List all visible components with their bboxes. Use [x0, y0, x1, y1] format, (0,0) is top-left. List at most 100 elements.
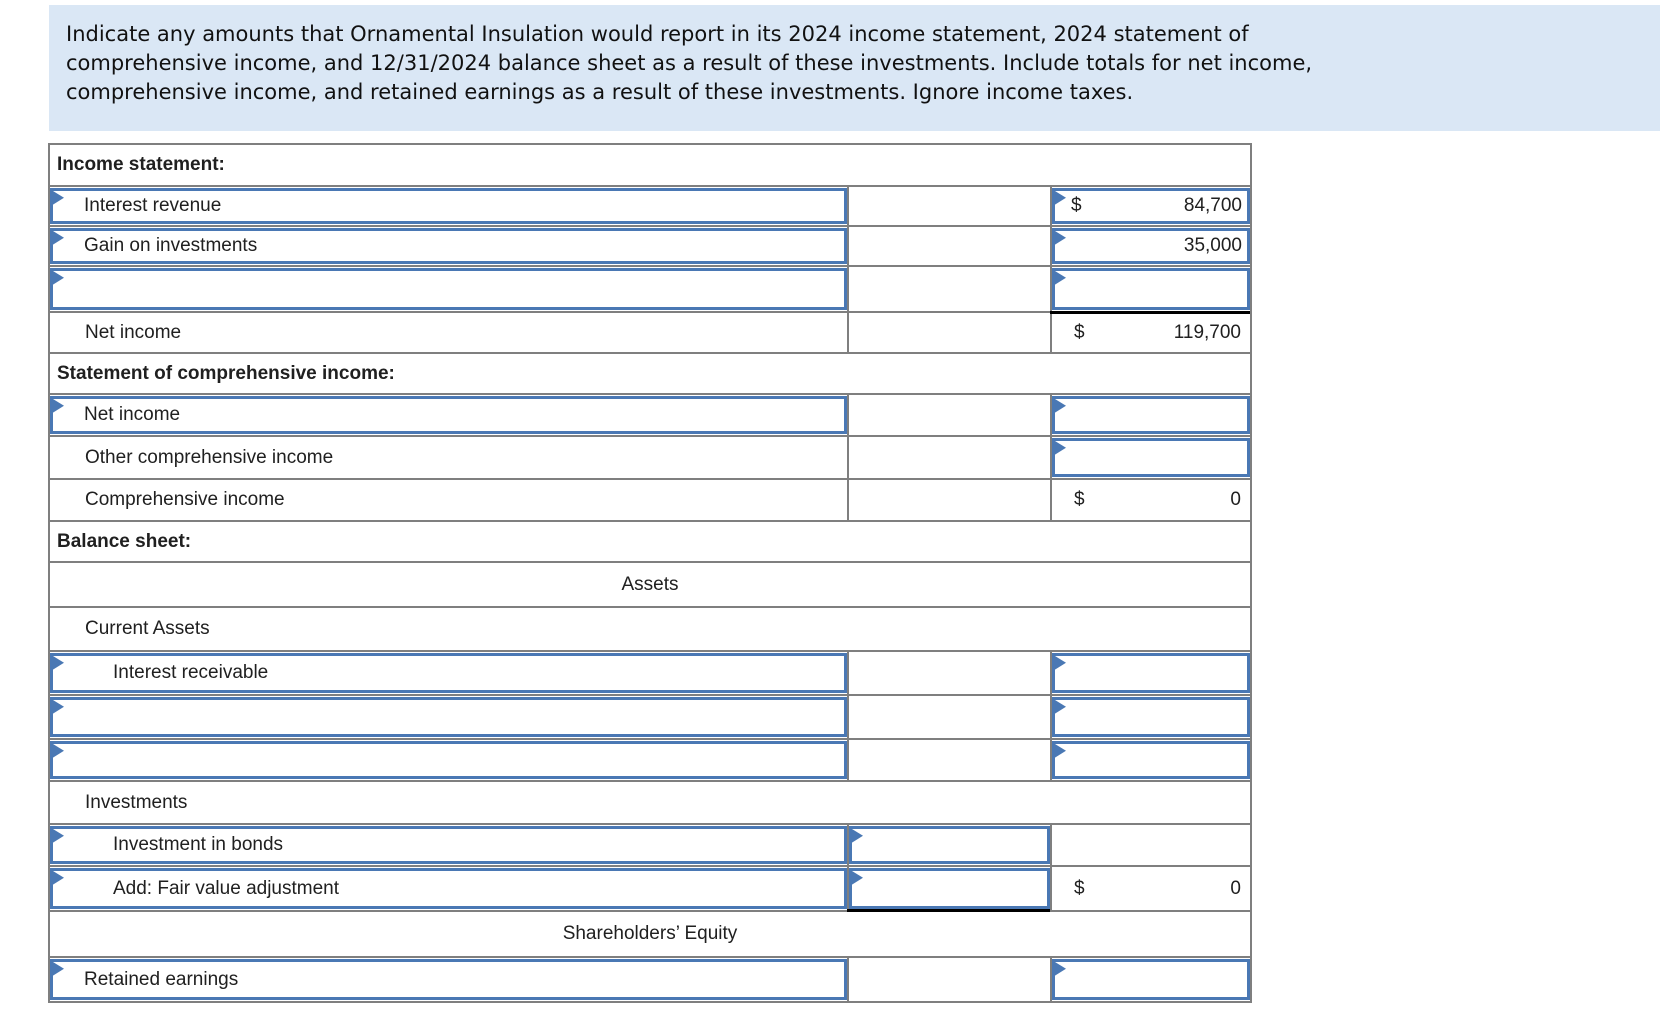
comprehensive-income-total-amount: 0 [1230, 489, 1241, 510]
retained-earnings-label-input[interactable]: Retained earnings [50, 959, 847, 1000]
other-comprehensive-income-amount-input[interactable] [1052, 438, 1250, 477]
cell-flag-icon [1055, 700, 1066, 714]
row-interest-revenue: Interest revenue $84,700 [50, 187, 1250, 227]
empty-cell [1050, 825, 1250, 865]
investment-in-bonds-amount-input[interactable] [849, 826, 1050, 864]
blank-asset-1-label-input[interactable] [50, 697, 847, 737]
currency-symbol: $ [1074, 321, 1085, 343]
row-income-statement-header: Income statement: [50, 145, 1250, 187]
net-income-total-amount: 119,700 [1173, 321, 1241, 343]
cell-flag-icon [53, 656, 64, 670]
row-other-comprehensive-income: Other comprehensive income [50, 437, 1250, 480]
spacer-cell [847, 652, 1050, 694]
cell-flag-icon [1055, 231, 1066, 245]
fair-value-adjustment-label: Add: Fair value adjustment [113, 877, 340, 899]
cell-flag-icon [852, 829, 863, 843]
cell-flag-icon [852, 871, 863, 885]
retained-earnings-amount-input[interactable] [1052, 959, 1250, 1000]
row-net-income-total: Net income $119,700 [50, 311, 1250, 354]
investment-in-bonds-label-input[interactable]: Investment in bonds [50, 826, 847, 864]
cell-flag-icon [53, 191, 64, 205]
row-net-income-line: Net income [50, 395, 1250, 437]
interest-revenue-amount: 84,700 [1183, 195, 1242, 216]
cell-flag-icon [1055, 191, 1066, 205]
instructions-line-2: comprehensive income, and 12/31/2024 bal… [66, 51, 1313, 75]
cell-flag-icon [53, 700, 64, 714]
cell-flag-icon [53, 231, 64, 245]
cell-flag-icon [1055, 271, 1066, 285]
row-blank-asset-2 [50, 740, 1250, 782]
income-statement-header: Income statement: [57, 154, 225, 175]
blank-asset-2-label-input[interactable] [50, 741, 847, 779]
spacer-cell [847, 227, 1050, 265]
row-interest-receivable: Interest receivable [50, 652, 1250, 696]
row-balance-sheet-header: Balance sheet: [50, 522, 1250, 563]
currency-symbol: $ [1074, 489, 1085, 510]
spacer-cell [847, 313, 1050, 352]
row-comprehensive-header: Statement of comprehensive income: [50, 354, 1250, 395]
interest-revenue-label-input[interactable]: Interest revenue [50, 188, 847, 224]
current-assets-header: Current Assets [85, 618, 210, 639]
spacer-cell [847, 696, 1050, 738]
blank-income-amount-input[interactable] [1052, 268, 1250, 310]
net-income-amount-input[interactable] [1052, 396, 1250, 434]
gain-on-investments-label-input[interactable]: Gain on investments [50, 228, 847, 264]
spacer-cell [847, 187, 1050, 225]
investments-header: Investments [85, 791, 188, 813]
gain-on-investments-label: Gain on investments [84, 235, 258, 256]
retained-earnings-label: Retained earnings [84, 968, 239, 990]
spacer-cell [847, 395, 1050, 435]
cell-flag-icon [1055, 962, 1066, 976]
cell-flag-icon [1055, 744, 1066, 758]
net-income-label-input[interactable]: Net income [50, 396, 847, 434]
gain-on-investments-amount-input[interactable]: 35,000 [1052, 228, 1250, 264]
investment-in-bonds-label: Investment in bonds [113, 834, 284, 855]
row-comprehensive-income-total: Comprehensive income $0 [50, 480, 1250, 522]
cell-flag-icon [53, 962, 64, 976]
shareholders-equity-header: Shareholders’ Equity [562, 923, 738, 944]
row-blank-asset-1 [50, 696, 1250, 740]
gain-on-investments-amount: 35,000 [1183, 235, 1242, 256]
row-current-assets-header: Current Assets [50, 608, 1250, 652]
investments-total-amount: 0 [1230, 877, 1241, 899]
fair-value-adjustment-label-input[interactable]: Add: Fair value adjustment [50, 868, 847, 909]
blank-asset-1-amount-input[interactable] [1052, 697, 1250, 737]
spacer-cell [847, 480, 1050, 520]
comprehensive-income-total-cell: $0 [1050, 480, 1250, 520]
cell-flag-icon [53, 744, 64, 758]
interest-receivable-label-input[interactable]: Interest receivable [50, 653, 847, 693]
row-assets-header: Assets [50, 563, 1250, 608]
cell-flag-icon [1055, 441, 1066, 455]
currency-symbol: $ [1071, 195, 1082, 216]
cell-flag-icon [1055, 656, 1066, 670]
cell-flag-icon [53, 871, 64, 885]
assets-header: Assets [621, 573, 679, 595]
spacer-cell [847, 740, 1050, 780]
row-investment-in-bonds: Investment in bonds [50, 825, 1250, 867]
instructions-line-3: comprehensive income, and retained earni… [66, 80, 1134, 104]
row-shareholders-equity-header: Shareholders’ Equity [50, 912, 1250, 958]
blank-income-label-input[interactable] [50, 268, 847, 310]
row-investments-header: Investments [50, 782, 1250, 825]
blank-asset-2-amount-input[interactable] [1052, 741, 1250, 779]
spacer-cell [847, 437, 1050, 478]
comprehensive-income-total-label: Comprehensive income [85, 489, 285, 510]
comprehensive-statement-header: Statement of comprehensive income: [57, 362, 395, 384]
interest-revenue-amount-input[interactable]: $84,700 [1052, 188, 1250, 224]
row-blank-income [50, 267, 1250, 313]
net-income-label: Net income [84, 404, 181, 425]
row-fair-value-adjustment: Add: Fair value adjustment $0 [50, 867, 1250, 912]
row-gain-on-investments: Gain on investments 35,000 [50, 227, 1250, 267]
other-comprehensive-income-label: Other comprehensive income [85, 446, 334, 468]
interest-receivable-amount-input[interactable] [1052, 653, 1250, 693]
instructions-line-1: Indicate any amounts that Ornamental Ins… [66, 22, 1249, 46]
cell-flag-icon [53, 829, 64, 843]
row-retained-earnings: Retained earnings [50, 958, 1250, 1001]
spacer-cell [847, 267, 1050, 311]
interest-receivable-label: Interest receivable [113, 662, 269, 683]
fair-value-adjustment-amount-input[interactable] [849, 868, 1050, 909]
instructions-panel: Indicate any amounts that Ornamental Ins… [49, 5, 1660, 131]
cell-flag-icon [53, 271, 64, 285]
interest-revenue-label: Interest revenue [84, 195, 222, 216]
